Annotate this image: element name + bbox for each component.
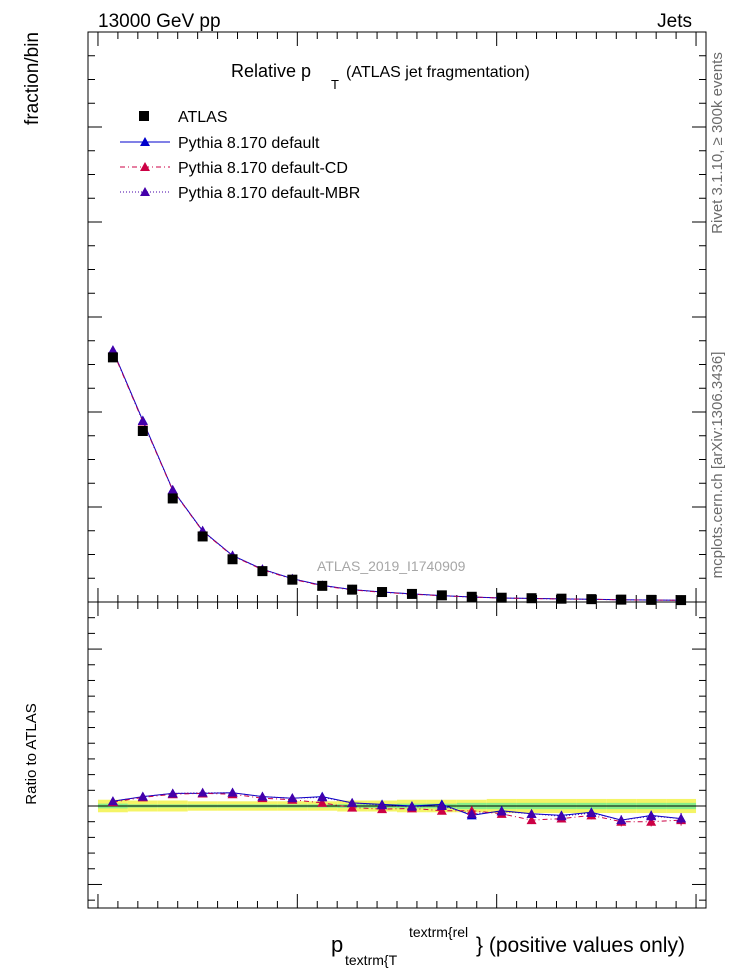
data-point-atlas	[137, 426, 148, 436]
rivet-version-label: Rivet 3.1.10, ≥ 300k events	[709, 52, 726, 234]
ratio-point-cd	[646, 816, 657, 826]
ratio-line-mbr	[112, 792, 682, 821]
data-point-atlas	[496, 592, 507, 603]
ratio-point-mbr	[466, 808, 477, 818]
title-rest: (ATLAS jet fragmentation)	[346, 64, 530, 81]
data-point-atlas	[586, 594, 597, 605]
data-point-atlas	[526, 593, 537, 604]
ratio-point-mbr	[317, 792, 328, 802]
ratio-point-mbr	[227, 787, 238, 797]
xlabel-rest: } (positive values only)	[476, 934, 685, 957]
xlabel-subscript: textrm{T	[345, 952, 398, 968]
legend-label-default: Pythia 8.170 default	[178, 135, 320, 152]
data-point-atlas	[347, 584, 358, 595]
data-point-atlas	[646, 594, 657, 605]
xlabel-superscript: textrm{rel	[409, 924, 468, 940]
main-y-axis-label: fraction/bin	[22, 32, 43, 125]
legend-label-atlas: ATLAS	[178, 109, 228, 126]
mcplots-source-label: mcplots.cern.ch [arXiv:1306.3436]	[709, 352, 726, 579]
header-energy-label: 13000 GeV pp	[98, 11, 221, 32]
ratio-point-mbr	[197, 787, 208, 797]
ratio-point-mbr	[586, 808, 597, 818]
ratio-point-mbr	[406, 801, 417, 811]
series-point-mbr	[107, 345, 118, 355]
ratio-point-mbr	[676, 813, 687, 823]
ratio-point-mbr	[167, 788, 178, 798]
ratio-point-mbr	[436, 801, 447, 810]
ratio-point-mbr	[616, 815, 627, 825]
legend-marker-mbr	[140, 187, 150, 196]
ratio-point-mbr	[137, 791, 148, 801]
data-point-atlas	[556, 593, 567, 604]
ratio-point-mbr	[496, 806, 507, 816]
analysis-watermark: ATLAS_2019_I1740909	[317, 558, 466, 574]
data-point-atlas	[227, 554, 238, 565]
ratio-y-axis-label: Ratio to ATLAS	[23, 703, 40, 804]
data-point-atlas	[167, 493, 178, 504]
data-point-atlas	[377, 587, 388, 598]
data-point-atlas	[107, 352, 118, 363]
ratio-point-cd	[436, 805, 447, 815]
ratio-point-mbr	[377, 800, 388, 810]
ratio-point-mbr	[646, 811, 657, 821]
xlabel-main: p	[331, 932, 343, 957]
data-point-atlas	[676, 595, 687, 606]
legend-label-mbr: Pythia 8.170 default-MBR	[178, 185, 360, 202]
ratio-point-mbr	[287, 793, 298, 803]
legend-marker-default	[140, 137, 150, 146]
data-point-atlas	[616, 594, 627, 605]
ratio-point-cd	[317, 797, 328, 807]
ratio-line-cd	[112, 792, 682, 823]
ratio-point-mbr	[347, 797, 358, 807]
legend: ATLAS Pythia 8.170 default Pythia 8.170 …	[120, 109, 360, 202]
ratio-point-mbr	[526, 808, 537, 818]
ratio-point-cd	[347, 802, 358, 812]
ratio-plot-frame	[87, 601, 707, 909]
legend-marker-atlas	[139, 111, 149, 121]
main-plot-title: Relative p T (ATLAS jet fragmentation)	[231, 61, 530, 92]
legend-marker-cd	[140, 162, 150, 171]
ratio-point-cd	[526, 815, 537, 825]
legend-label-cd: Pythia 8.170 default-CD	[178, 160, 348, 177]
x-axis-title: p textrm{T textrm{rel } (positive values…	[331, 924, 685, 968]
title-subscript: T	[331, 77, 339, 92]
ratio-point-mbr	[556, 811, 567, 821]
series-point-mbr	[167, 484, 178, 494]
ratio-plot	[87, 601, 707, 909]
data-point-atlas	[466, 591, 477, 602]
data-point-atlas	[406, 588, 417, 599]
title-main: Relative p	[231, 61, 311, 81]
data-point-atlas	[436, 590, 447, 601]
header-jets-label: Jets	[657, 11, 692, 32]
data-point-atlas	[317, 580, 328, 591]
data-point-atlas	[287, 574, 298, 585]
data-point-atlas	[257, 566, 268, 577]
series-point-mbr	[137, 416, 148, 426]
ratio-line-default	[112, 792, 682, 821]
ratio-point-mbr	[107, 796, 118, 806]
data-point-atlas	[197, 531, 208, 542]
ratio-point-mbr	[257, 791, 268, 801]
